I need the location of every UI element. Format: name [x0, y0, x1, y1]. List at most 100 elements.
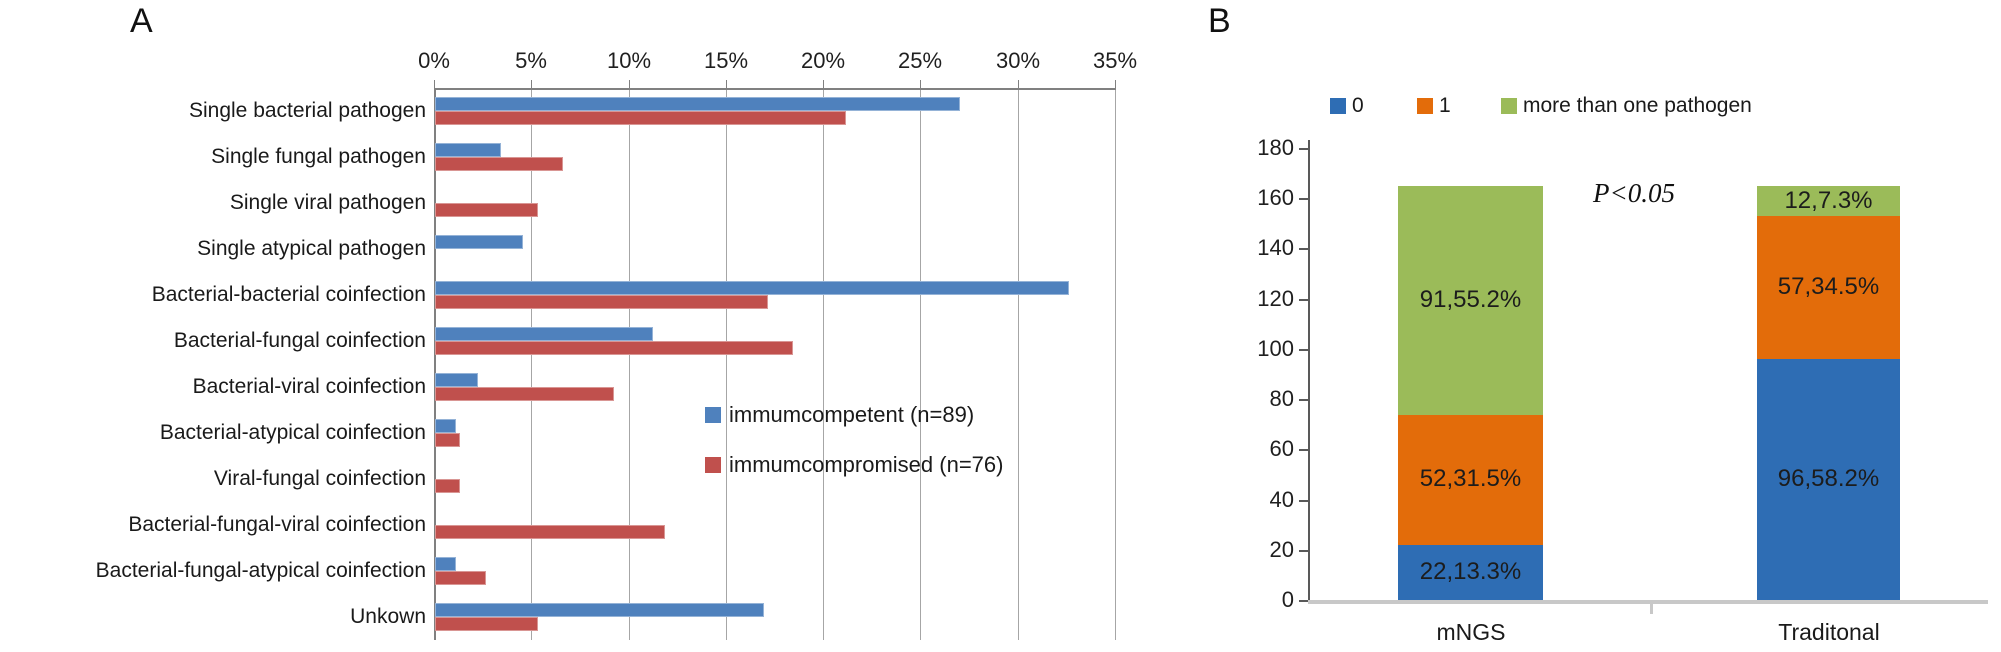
category-label: Viral-fungal coinfection — [213, 467, 426, 490]
gridline — [726, 88, 727, 640]
y-axis-tick — [1299, 550, 1308, 552]
y-tick-label: 140 — [1257, 235, 1294, 260]
p-value-annotation: P<0.05 — [1593, 178, 1675, 208]
legend-swatch — [1330, 98, 1346, 114]
legend-label: immumcompetent (n=89) — [729, 402, 975, 427]
panel-b-label: B — [1208, 2, 1231, 40]
category-label: Bacterial-fungal coinfection — [173, 329, 426, 352]
legend-item: immumcompetent (n=89) — [705, 402, 1003, 428]
y-axis-tick — [1299, 248, 1308, 250]
legend-item: immumcompromised (n=76) — [705, 452, 1003, 478]
x-axis-tick — [1650, 604, 1653, 614]
gridline — [531, 88, 532, 640]
stack-segment-1 — [1398, 414, 1543, 545]
legend-label: immumcompromised (n=76) — [729, 452, 1004, 477]
stack-segment-0 — [1757, 359, 1900, 600]
stack-segment-1 — [1757, 216, 1900, 359]
stack-segment-more-than-one-pathogen — [1398, 186, 1543, 415]
stack-segment-more-than-one-pathogen — [1757, 186, 1900, 216]
x-tick-label: 20% — [800, 48, 846, 73]
x-tick-label: 5% — [515, 48, 547, 73]
category-label: Bacterial-fungal-viral coinfection — [128, 513, 426, 536]
bar-immumcompromised — [435, 341, 793, 355]
y-tick-label: 80 — [1269, 386, 1294, 411]
stack-segment-0 — [1398, 545, 1543, 600]
axis-tick — [629, 80, 630, 88]
y-tick-label: 60 — [1269, 436, 1294, 461]
segment-data-label: 96,58.2% — [1777, 465, 1880, 492]
category-label: Bacterial-atypical coinfection — [159, 421, 426, 444]
bar-immumcompromised — [435, 387, 614, 401]
segment-data-label: 91,55.2% — [1419, 286, 1522, 313]
y-axis-tick — [1299, 198, 1308, 200]
y-tick-label: 0 — [1281, 587, 1294, 612]
legend-label: 1 — [1439, 94, 1451, 117]
axis-tick — [1115, 80, 1116, 88]
bar-immumcompetent — [435, 327, 653, 341]
x-tick-label: 10% — [606, 48, 652, 73]
category-label: Bacterial-fungal-atypical coinfection — [95, 559, 426, 582]
y-axis-tick — [1299, 500, 1308, 502]
x-tick-label: 30% — [995, 48, 1041, 73]
legend-swatch — [1417, 98, 1433, 114]
axis-tick — [531, 80, 532, 88]
bar-immumcompetent — [435, 97, 960, 111]
category-label: Single bacterial pathogen — [188, 99, 426, 122]
axis-tick — [823, 80, 824, 88]
bar-immumcompetent — [435, 235, 523, 249]
bar-immumcompetent — [435, 603, 764, 617]
y-tick-label: 180 — [1257, 135, 1294, 160]
y-axis-tick — [1299, 349, 1308, 351]
gridline — [629, 88, 630, 640]
category-label: Single atypical pathogen — [197, 237, 426, 260]
category-label: Single viral pathogen — [229, 191, 426, 214]
gridline — [1018, 88, 1019, 640]
axis-tick — [1018, 80, 1019, 88]
segment-data-label: 12,7.3% — [1784, 187, 1873, 214]
x-tick-label: 35% — [1092, 48, 1138, 73]
x-tick-label: 25% — [897, 48, 943, 73]
segment-data-label: 52,31.5% — [1419, 465, 1522, 492]
x-tick-label: 15% — [703, 48, 749, 73]
x-axis-line — [1308, 600, 1988, 604]
bar-immumcompetent — [435, 281, 1069, 295]
bar-immumcompromised — [435, 479, 460, 493]
bar-immumcompromised — [435, 157, 563, 171]
legend: immumcompetent (n=89) immumcompromised (n… — [705, 402, 1003, 478]
axis-tick — [920, 80, 921, 88]
y-tick-label: 160 — [1257, 185, 1294, 210]
segment-data-label: 22,13.3% — [1419, 558, 1522, 585]
bar-immumcompetent — [435, 419, 456, 433]
bar-immumcompromised — [435, 203, 538, 217]
bar-immumcompromised — [435, 111, 846, 125]
legend-label: 0 — [1352, 94, 1364, 117]
gridline — [823, 88, 824, 640]
bar-immumcompromised — [435, 617, 538, 631]
legend-swatch — [705, 457, 721, 473]
bar-immumcompromised — [435, 433, 460, 447]
x-tick-label: 0% — [418, 48, 450, 73]
y-axis-tick — [1299, 399, 1308, 401]
bar-immumcompetent — [435, 143, 501, 157]
legend-swatch — [1501, 98, 1517, 114]
category-label: Single fungal pathogen — [211, 145, 426, 168]
category-label: Bacterial-bacterial coinfection — [151, 283, 426, 306]
bar-immumcompromised — [435, 525, 665, 539]
y-tick-label: 40 — [1269, 487, 1294, 512]
x-axis-line — [434, 88, 1116, 90]
category-axis-line — [434, 88, 436, 640]
gridline — [1115, 88, 1116, 640]
bar-immumcompromised — [435, 295, 768, 309]
y-axis-tick — [1299, 148, 1308, 150]
axis-tick — [434, 80, 435, 88]
x-category-label: mNGS — [1436, 619, 1506, 645]
category-label: Bacterial-viral coinfection — [192, 375, 426, 398]
gridline — [920, 88, 921, 640]
bar-immumcompromised — [435, 571, 486, 585]
bar-immumcompetent — [435, 557, 456, 571]
axis-tick — [726, 80, 727, 88]
segment-data-label: 57,34.5% — [1777, 273, 1880, 300]
